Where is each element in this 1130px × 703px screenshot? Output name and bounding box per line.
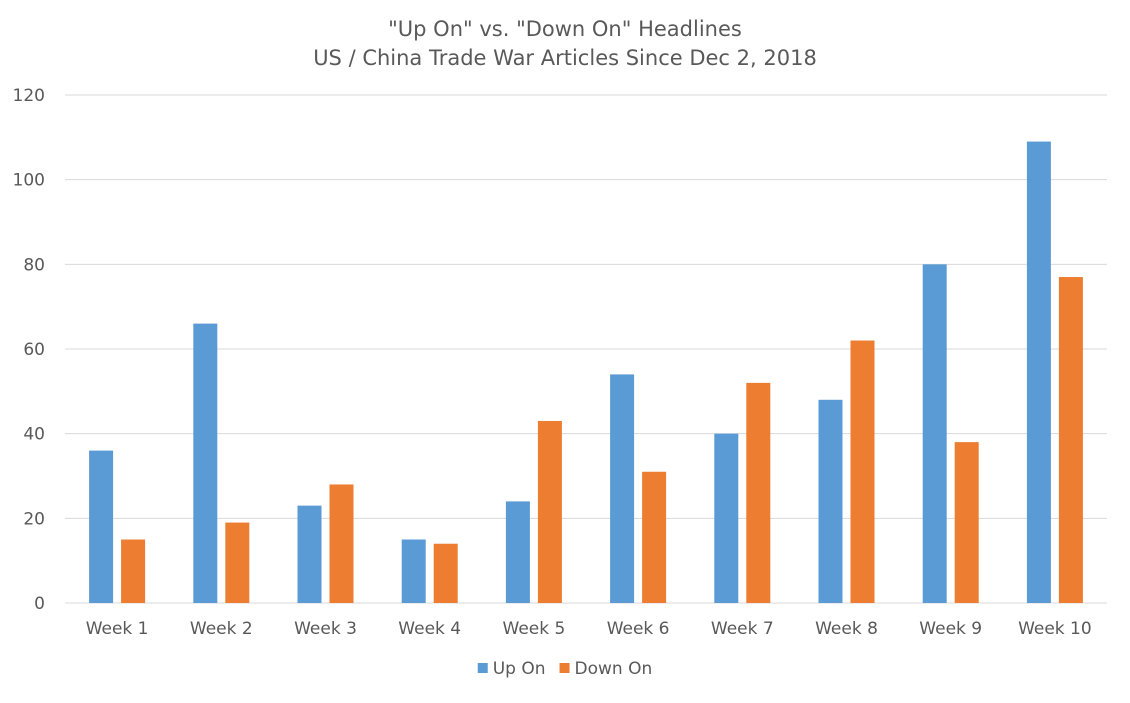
y-tick-label: 40	[23, 425, 45, 445]
legend: Up On Down On	[477, 659, 653, 679]
legend-swatch-up-on	[477, 663, 488, 673]
x-tick-label: Week 3	[294, 619, 357, 639]
bar-down-on-week-5	[537, 420, 562, 603]
bar-up-on-week-3	[297, 505, 322, 603]
chart-subtitle: US / China Trade War Articles Since Dec …	[313, 46, 817, 70]
x-tick-label: Week 2	[190, 619, 253, 639]
bar-up-on-week-6	[610, 374, 635, 603]
legend-label-up-on: Up On	[493, 659, 546, 679]
bar-down-on-week-10	[1058, 277, 1083, 603]
bar-down-on-week-2	[225, 522, 250, 603]
bar-up-on-week-10	[1026, 141, 1051, 604]
y-tick-label: 20	[23, 509, 45, 529]
bar-up-on-week-4	[401, 539, 426, 603]
bar-down-on-week-6	[642, 471, 667, 603]
x-tick-label: Week 5	[503, 619, 566, 639]
bar-up-on-week-7	[714, 433, 739, 603]
bar-up-on-week-1	[89, 450, 114, 603]
y-tick-label: 100	[13, 171, 45, 191]
x-tick-label: Week 9	[919, 619, 982, 639]
bar-down-on-week-7	[746, 382, 771, 603]
legend-swatch-down-on	[559, 663, 570, 673]
bar-up-on-week-2	[193, 323, 218, 603]
bar-up-on-week-5	[505, 501, 530, 603]
x-tick-label: Week 8	[815, 619, 878, 639]
legend-label-down-on: Down On	[575, 659, 653, 679]
bar-up-on-week-9	[922, 264, 947, 603]
chart-title: "Up On" vs. "Down On" Headlines	[388, 17, 742, 41]
x-tick-label: Week 7	[711, 619, 774, 639]
y-axis-ticks: 0 20 40 60 80 100 120	[13, 86, 45, 614]
bar-down-on-week-4	[433, 543, 458, 603]
y-tick-label: 0	[34, 594, 45, 614]
gridlines	[65, 94, 1107, 604]
y-tick-label: 80	[23, 255, 45, 275]
x-tick-label: Week 1	[86, 619, 149, 639]
bar-down-on-week-3	[329, 484, 354, 603]
bar-down-on-week-1	[121, 539, 146, 603]
x-tick-label: Week 6	[607, 619, 670, 639]
bar-down-on-week-9	[954, 442, 979, 603]
bar-up-on-week-8	[818, 399, 843, 603]
y-tick-label: 60	[23, 340, 45, 360]
x-axis-ticks: Week 1 Week 2 Week 3 Week 4 Week 5 Week 6 Week…	[86, 619, 1092, 639]
y-tick-label: 120	[13, 86, 45, 106]
bars	[89, 141, 1083, 604]
x-tick-label: Week 10	[1018, 619, 1092, 639]
x-tick-label: Week 4	[398, 619, 461, 639]
bar-down-on-week-8	[850, 340, 875, 603]
